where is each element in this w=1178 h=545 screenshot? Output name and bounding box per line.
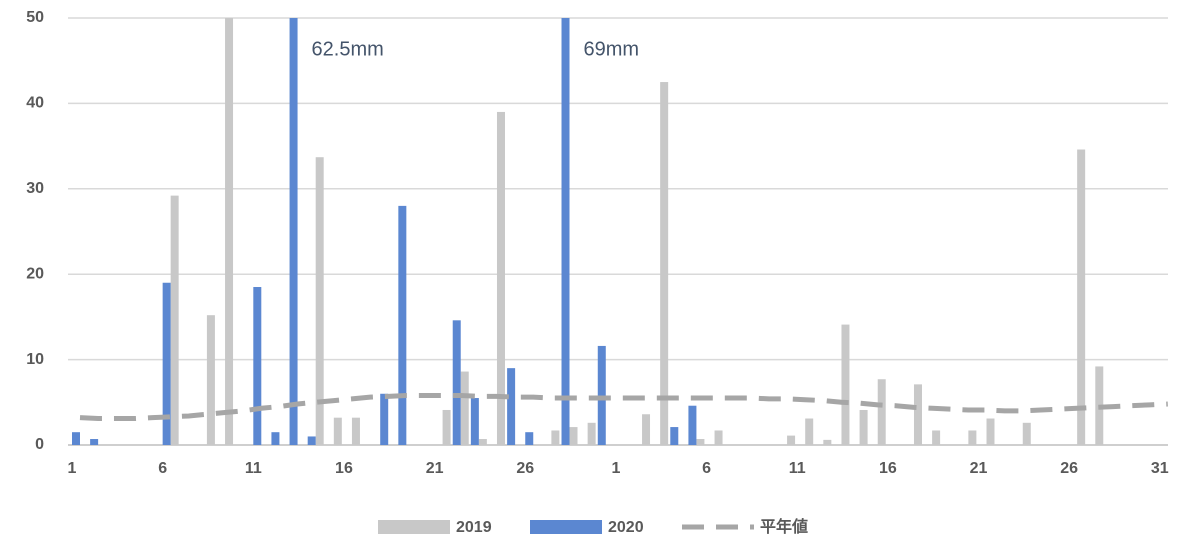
bar [787, 435, 796, 445]
x-tick-label: 21 [426, 460, 444, 477]
bar [670, 427, 679, 445]
bar [1022, 422, 1031, 445]
bar [90, 439, 99, 445]
bar [478, 439, 487, 445]
bar [696, 439, 705, 445]
legend-swatch [378, 520, 450, 534]
y-tick-label: 20 [26, 265, 44, 282]
bar [877, 379, 886, 445]
bar [859, 409, 868, 445]
bar [289, 18, 298, 445]
bar [823, 439, 832, 445]
legend-label: 2020 [608, 519, 644, 536]
bar [496, 111, 505, 445]
x-tick-label: 1 [68, 460, 77, 477]
bar [932, 430, 941, 445]
bar [307, 436, 316, 445]
bar [253, 287, 262, 445]
bar [551, 430, 560, 445]
y-tick-label: 50 [26, 9, 44, 26]
x-tick-label: 11 [245, 460, 262, 477]
x-tick-label: 6 [158, 460, 167, 477]
annotation: 69mm [584, 38, 640, 60]
x-tick-label: 21 [970, 460, 988, 477]
x-tick-label: 31 [1151, 460, 1169, 477]
bar [315, 157, 324, 445]
bar [162, 282, 171, 445]
y-tick-label: 0 [35, 436, 44, 453]
y-tick-label: 10 [26, 351, 44, 368]
legend-label: 2019 [456, 519, 492, 536]
bar [380, 393, 389, 445]
y-tick-label: 30 [26, 180, 44, 197]
x-tick-label: 1 [611, 460, 620, 477]
bar [206, 315, 215, 445]
bar [333, 417, 342, 445]
legend-swatch [530, 520, 602, 534]
bar [72, 432, 80, 445]
bar [460, 371, 469, 445]
bar [271, 432, 280, 445]
bar [688, 405, 697, 445]
x-tick-label: 6 [702, 460, 711, 477]
bar [561, 18, 570, 446]
bar [507, 368, 516, 445]
bar [841, 324, 850, 445]
bar [587, 422, 596, 445]
bar [986, 418, 995, 445]
annotation: 62.5mm [312, 38, 384, 60]
bar [1077, 149, 1086, 446]
x-tick-label: 26 [1060, 460, 1078, 477]
x-tick-label: 16 [335, 460, 353, 477]
bar [642, 414, 651, 445]
bar [525, 432, 534, 445]
bar [470, 398, 479, 445]
y-tick-label: 40 [26, 95, 44, 112]
grid [68, 17, 1168, 446]
bar [913, 384, 922, 445]
bar [442, 409, 451, 445]
bar [660, 82, 669, 446]
normal-line [79, 392, 1168, 422]
x-tick-label: 26 [516, 460, 534, 477]
bar [805, 418, 814, 445]
bar [170, 195, 179, 445]
bar [351, 417, 360, 445]
bar [569, 427, 578, 445]
bar [452, 320, 461, 445]
bar [714, 430, 723, 445]
bar [398, 205, 407, 445]
plot-area [72, 18, 1168, 446]
bar [225, 18, 234, 445]
x-tick-label: 11 [789, 460, 806, 477]
bar [968, 430, 977, 445]
legend-label: 平年値 [760, 517, 808, 536]
x-tick-label: 16 [879, 460, 897, 477]
bar [597, 345, 606, 445]
